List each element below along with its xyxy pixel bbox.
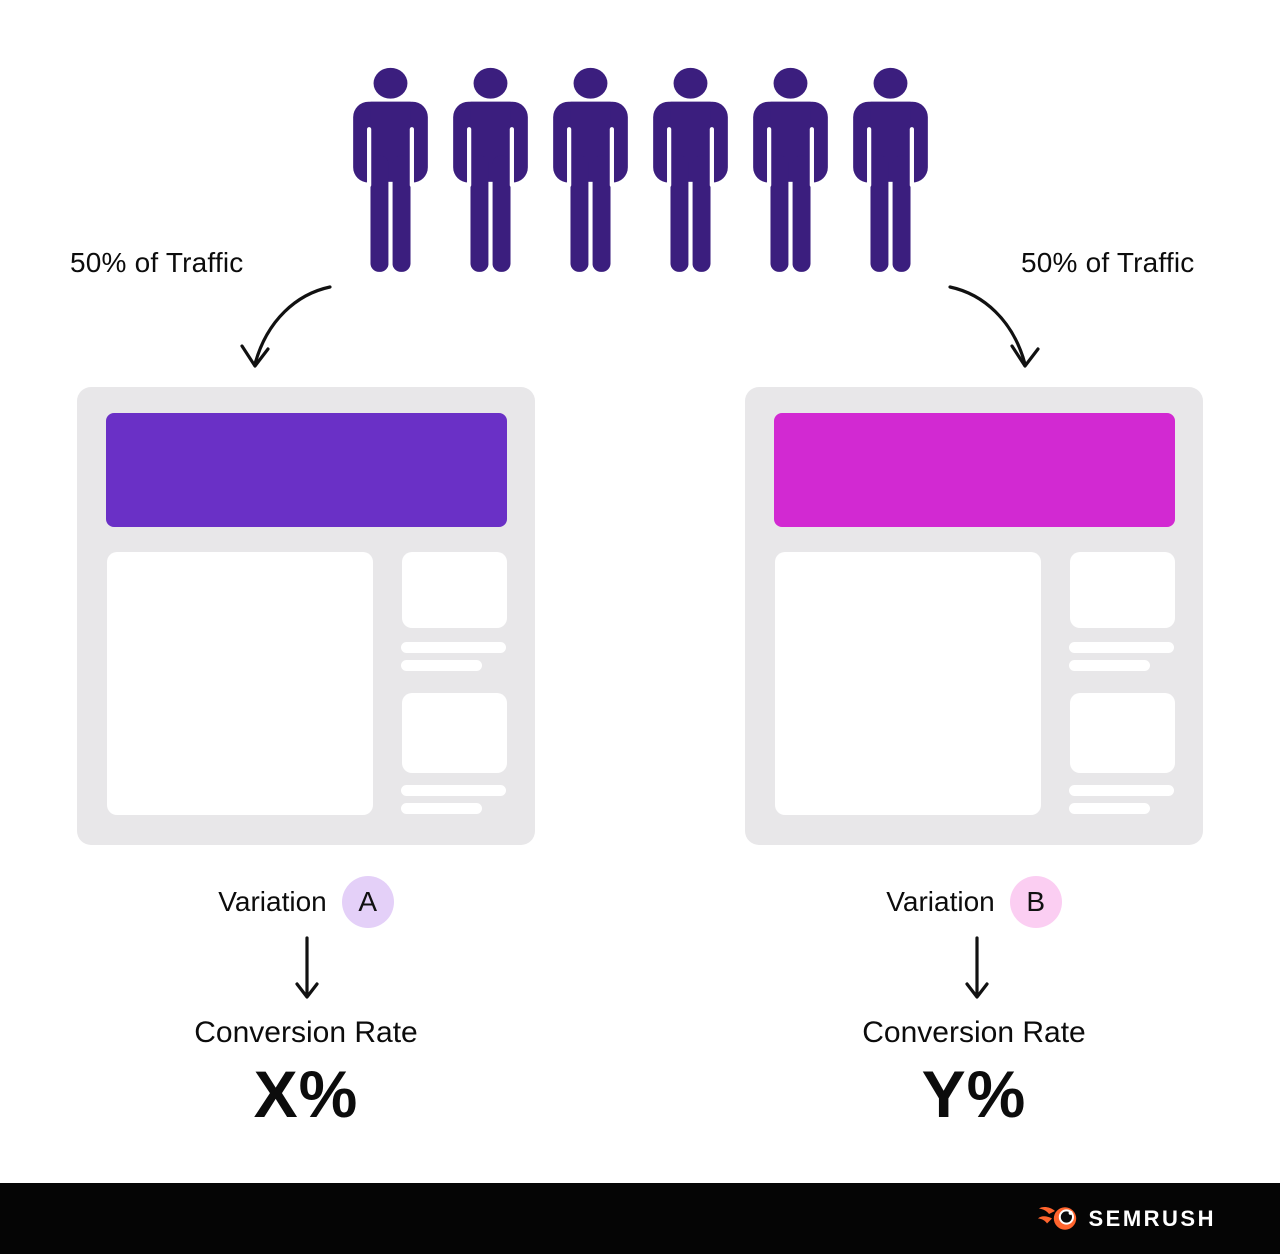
person-icon <box>852 67 928 272</box>
sidebar-line <box>1069 660 1150 671</box>
traffic-label-right: 50% of Traffic <box>1021 247 1195 278</box>
conversion-rate-label-b: Conversion Rate <box>862 1016 1086 1049</box>
down-arrow-right-icon <box>965 936 989 999</box>
person-icon <box>452 67 528 272</box>
hero-banner-b <box>774 413 1175 527</box>
curved-arrow-right-icon <box>948 285 1040 368</box>
sidebar-line <box>401 642 506 653</box>
variation-badge-a: A <box>341 876 394 928</box>
sidebar-line <box>1069 785 1174 796</box>
brand-name: SEMRUSH <box>1088 1205 1216 1231</box>
semrush-comet-icon <box>1038 1207 1077 1230</box>
conversion-rate-value-b: Y% <box>921 1057 1027 1131</box>
traffic-label-left: 50% of Traffic <box>70 247 244 278</box>
semrush-logo: SEMRUSH <box>1038 1204 1216 1233</box>
variation-label: Variation <box>886 886 995 917</box>
variation-row-b: Variation B <box>745 876 1203 928</box>
people-row <box>0 67 1280 273</box>
person-icon <box>552 67 628 272</box>
down-arrow-left-icon <box>295 936 319 999</box>
conversion-rate-value-a: X% <box>253 1057 359 1131</box>
sidebar-box <box>402 693 507 773</box>
person-icon <box>652 67 728 272</box>
content-block <box>775 552 1041 815</box>
sidebar-line <box>401 660 482 671</box>
variation-badge-b: B <box>1009 876 1062 928</box>
sidebar-line <box>401 785 506 796</box>
hero-banner-a <box>106 413 507 527</box>
sidebar-box <box>402 552 507 628</box>
variation-label: Variation <box>218 886 327 917</box>
variation-row-a: Variation A <box>77 876 535 928</box>
footer-bar: SEMRUSH <box>0 1183 1280 1254</box>
conversion-rate-label-a: Conversion Rate <box>194 1016 418 1049</box>
sidebar-line <box>401 803 482 814</box>
sidebar-box <box>1070 693 1175 773</box>
sidebar-line <box>1069 803 1150 814</box>
webpage-mockup-b <box>745 387 1203 845</box>
webpage-mockup-a <box>77 387 535 845</box>
sidebar-box <box>1070 552 1175 628</box>
curved-arrow-left-icon <box>240 285 332 368</box>
content-block <box>107 552 373 815</box>
sidebar-line <box>1069 642 1174 653</box>
person-icon <box>752 67 828 272</box>
person-icon <box>352 67 428 272</box>
